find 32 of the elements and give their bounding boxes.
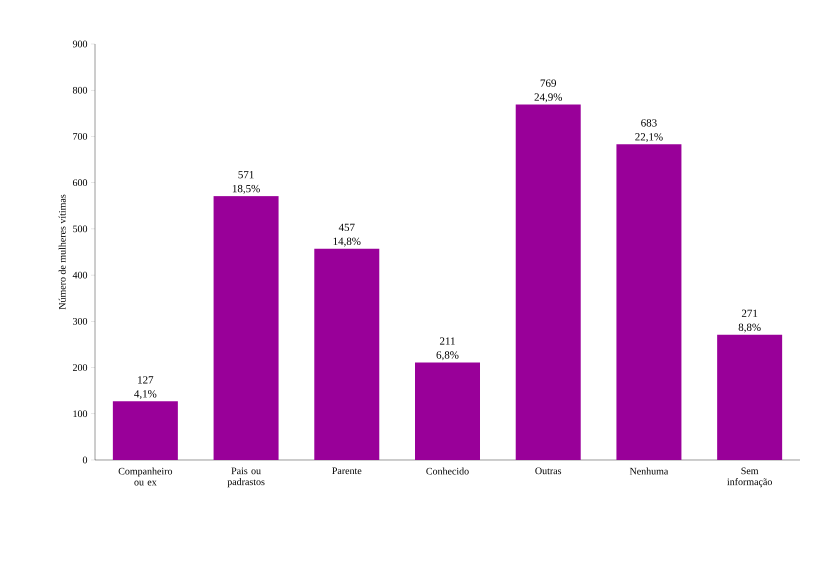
- bar: [717, 334, 782, 460]
- data-label: 457 14,8%: [334, 224, 361, 247]
- bar: [214, 196, 279, 460]
- data-label: 683 22,1%: [635, 119, 663, 142]
- y-tick-label: 800: [72, 86, 88, 94]
- x-tick-label: Companheiro ou ex: [118, 468, 172, 486]
- y-tick-label: 300: [73, 318, 88, 325]
- x-tick-label: Parente: [332, 468, 362, 474]
- x-tick-label: Conhecido: [426, 468, 469, 475]
- data-label: 271 8,8%: [738, 310, 761, 333]
- bar: [516, 104, 581, 460]
- x-tick-label: Nenhuma: [630, 468, 668, 475]
- data-label: 571 18,5%: [232, 171, 260, 194]
- y-tick-label: 0: [82, 456, 88, 464]
- y-tick-label: 100: [73, 410, 88, 418]
- x-tick-label: Outras: [535, 468, 562, 474]
- y-tick-label: 500: [73, 226, 88, 232]
- y-tick-label: 600: [72, 179, 88, 186]
- bar: [112, 401, 178, 460]
- data-label: 769 24,9%: [534, 79, 562, 102]
- bar: [415, 362, 480, 460]
- y-tick-label: 900: [72, 40, 88, 48]
- y-tick-label: 400: [72, 272, 88, 278]
- y-tick-label: 200: [72, 364, 88, 371]
- y-axis-title: Número de mulheres vítimas: [58, 194, 66, 310]
- bar: [616, 144, 682, 460]
- x-tick-label: Pais ou padrastos: [227, 468, 265, 488]
- data-label: 127 4,1%: [134, 376, 156, 400]
- x-tick-label: Sem informação: [727, 468, 772, 488]
- y-tick-label: 700: [73, 133, 88, 140]
- data-label: 211 6,8%: [436, 337, 459, 360]
- bar: [314, 248, 380, 460]
